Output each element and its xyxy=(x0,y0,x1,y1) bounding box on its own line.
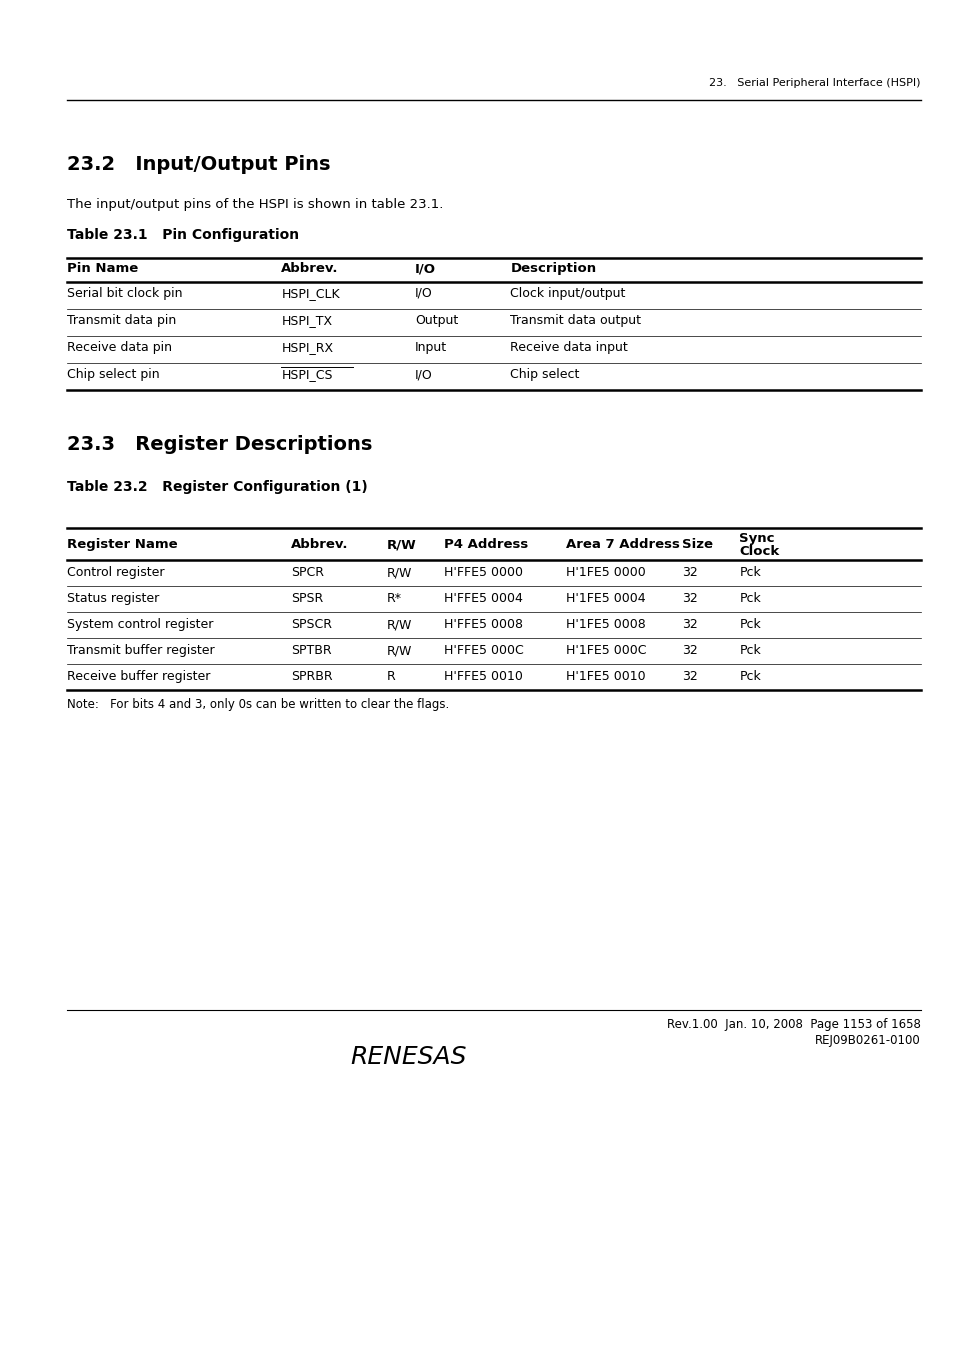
Text: I/O: I/O xyxy=(415,288,433,300)
Text: Pck: Pck xyxy=(739,618,760,630)
Text: H'FFE5 0004: H'FFE5 0004 xyxy=(443,593,522,605)
Text: R: R xyxy=(386,670,395,683)
Text: Receive data pin: Receive data pin xyxy=(67,342,172,354)
Text: 32: 32 xyxy=(681,670,698,683)
Text: Table 23.2   Register Configuration (1): Table 23.2 Register Configuration (1) xyxy=(67,481,367,494)
Text: I/O: I/O xyxy=(415,369,433,381)
Text: System control register: System control register xyxy=(67,618,213,630)
Text: Sync: Sync xyxy=(739,532,774,545)
Text: Receive buffer register: Receive buffer register xyxy=(67,670,210,683)
Text: Abbrev.: Abbrev. xyxy=(291,539,348,551)
Text: Transmit buffer register: Transmit buffer register xyxy=(67,644,214,657)
Text: Clock: Clock xyxy=(739,545,779,558)
Text: 32: 32 xyxy=(681,593,698,605)
Text: Abbrev.: Abbrev. xyxy=(281,262,338,275)
Text: Note:   For bits 4 and 3, only 0s can be written to clear the flags.: Note: For bits 4 and 3, only 0s can be w… xyxy=(67,698,449,711)
Text: 23.2   Input/Output Pins: 23.2 Input/Output Pins xyxy=(67,155,330,174)
Text: Register Name: Register Name xyxy=(67,539,177,551)
Text: 32: 32 xyxy=(681,618,698,630)
Text: Pck: Pck xyxy=(739,670,760,683)
Text: Size: Size xyxy=(681,539,712,551)
Text: H'FFE5 0010: H'FFE5 0010 xyxy=(443,670,522,683)
Text: H'1FE5 0004: H'1FE5 0004 xyxy=(565,593,644,605)
Text: R/W: R/W xyxy=(386,566,412,579)
Text: R/W: R/W xyxy=(386,644,412,657)
Text: HSPI_RX: HSPI_RX xyxy=(281,342,334,354)
Text: Transmit data pin: Transmit data pin xyxy=(67,315,176,327)
Text: P4 Address: P4 Address xyxy=(443,539,527,551)
Text: REJ09B0261-0100: REJ09B0261-0100 xyxy=(814,1034,920,1048)
Text: HSPI_CS: HSPI_CS xyxy=(281,369,333,381)
Text: HSPI_CLK: HSPI_CLK xyxy=(281,288,339,300)
Text: Pck: Pck xyxy=(739,644,760,657)
Text: H'FFE5 0000: H'FFE5 0000 xyxy=(443,566,522,579)
Text: R/W: R/W xyxy=(386,618,412,630)
Text: Status register: Status register xyxy=(67,593,159,605)
Text: Clock input/output: Clock input/output xyxy=(510,288,625,300)
Text: HSPI_TX: HSPI_TX xyxy=(281,315,333,327)
Text: H'1FE5 0008: H'1FE5 0008 xyxy=(565,618,645,630)
Text: 32: 32 xyxy=(681,566,698,579)
Text: SPTBR: SPTBR xyxy=(291,644,332,657)
Text: Pck: Pck xyxy=(739,593,760,605)
Text: Pin Name: Pin Name xyxy=(67,262,138,275)
Text: Serial bit clock pin: Serial bit clock pin xyxy=(67,288,182,300)
Text: 32: 32 xyxy=(681,644,698,657)
Text: 23.   Serial Peripheral Interface (HSPI): 23. Serial Peripheral Interface (HSPI) xyxy=(708,78,920,88)
Text: Area 7 Address: Area 7 Address xyxy=(565,539,679,551)
Text: H'FFE5 0008: H'FFE5 0008 xyxy=(443,618,522,630)
Text: Transmit data output: Transmit data output xyxy=(510,315,640,327)
Text: H'FFE5 000C: H'FFE5 000C xyxy=(443,644,523,657)
Text: 23.3   Register Descriptions: 23.3 Register Descriptions xyxy=(67,435,372,454)
Text: H'1FE5 0010: H'1FE5 0010 xyxy=(565,670,644,683)
Text: Control register: Control register xyxy=(67,566,164,579)
Text: H'1FE5 0000: H'1FE5 0000 xyxy=(565,566,645,579)
Text: SPSCR: SPSCR xyxy=(291,618,332,630)
Text: SPSR: SPSR xyxy=(291,593,323,605)
Text: Input: Input xyxy=(415,342,447,354)
Text: R/W: R/W xyxy=(386,539,416,551)
Text: Rev.1.00  Jan. 10, 2008  Page 1153 of 1658: Rev.1.00 Jan. 10, 2008 Page 1153 of 1658 xyxy=(666,1018,920,1031)
Text: The input/output pins of the HSPI is shown in table 23.1.: The input/output pins of the HSPI is sho… xyxy=(67,198,443,211)
Text: SPCR: SPCR xyxy=(291,566,324,579)
Text: Receive data input: Receive data input xyxy=(510,342,627,354)
Text: Table 23.1   Pin Configuration: Table 23.1 Pin Configuration xyxy=(67,228,298,242)
Text: H'1FE5 000C: H'1FE5 000C xyxy=(565,644,645,657)
Text: SPRBR: SPRBR xyxy=(291,670,333,683)
Text: Output: Output xyxy=(415,315,457,327)
Text: I/O: I/O xyxy=(415,262,436,275)
Text: Pck: Pck xyxy=(739,566,760,579)
Text: RENESAS: RENESAS xyxy=(350,1045,466,1069)
Text: Description: Description xyxy=(510,262,596,275)
Text: Chip select pin: Chip select pin xyxy=(67,369,159,381)
Text: R*: R* xyxy=(386,593,401,605)
Text: Chip select: Chip select xyxy=(510,369,579,381)
